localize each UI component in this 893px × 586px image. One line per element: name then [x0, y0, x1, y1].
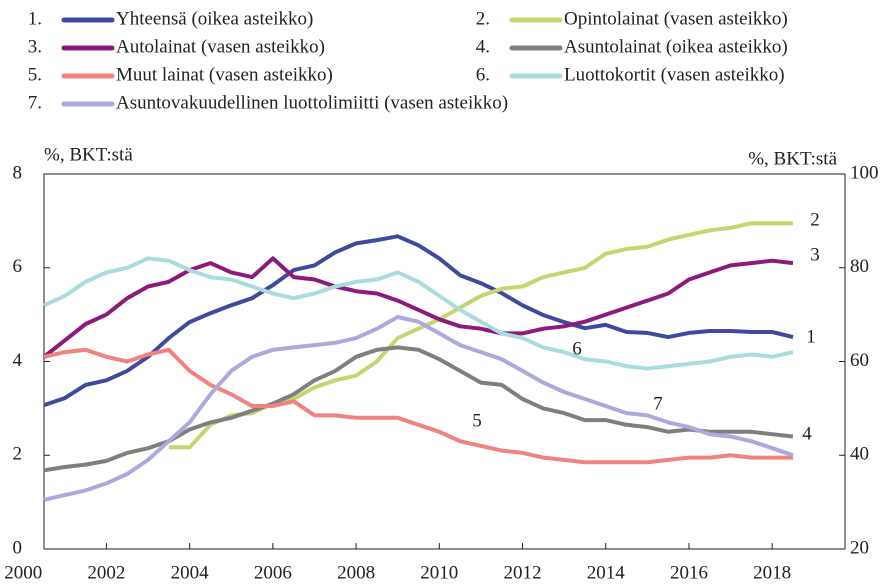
series-end-label: 7	[653, 393, 663, 414]
series-end-label: 1	[806, 326, 816, 347]
series-line	[43, 256, 794, 371]
legend-label: Muut lainat (vasen asteikko)	[116, 64, 333, 85]
legend-label: Asuntovakuudellinen luottolimiitti (vase…	[116, 92, 508, 113]
x-tick-label: 2000	[4, 562, 42, 583]
series-line	[42, 256, 794, 359]
series-end-label: 2	[810, 209, 820, 230]
legend-label: Asuntolainat (oikea asteikko)	[564, 36, 788, 57]
series-end-label: 6	[572, 338, 582, 359]
y-axis-label: %, BKT:stä	[44, 144, 133, 165]
series-end-label: 5	[472, 410, 482, 431]
legend-number: 2.	[476, 8, 490, 29]
y2-tick-label: 40	[850, 444, 869, 465]
x-tick-label: 2016	[670, 562, 708, 583]
y2-tick-label: 20	[850, 537, 869, 558]
series-end-label: 3	[810, 244, 820, 265]
x-tick-label: 2018	[753, 562, 791, 583]
series-line	[43, 234, 794, 407]
y-tick-label: 4	[13, 350, 23, 371]
legend-label: Opintolainat (vasen asteikko)	[564, 8, 788, 29]
legend-label: Luottokortit (vasen asteikko)	[564, 64, 785, 85]
x-tick-label: 2006	[254, 562, 292, 583]
x-tick-label: 2002	[87, 562, 125, 583]
legend-number: 6.	[476, 64, 490, 85]
x-tick-label: 2004	[171, 562, 210, 583]
y-tick-label: 6	[13, 256, 23, 277]
y2-tick-label: 80	[850, 256, 869, 277]
y2-tick-label: 100	[850, 162, 879, 183]
series-line	[43, 347, 793, 465]
x-tick-label: 2010	[420, 562, 458, 583]
x-tick-label: 2012	[504, 562, 542, 583]
series-end-label: 4	[802, 423, 812, 444]
legend-number: 1.	[28, 8, 42, 29]
y-tick-label: 0	[13, 537, 23, 558]
legend-number: 7.	[28, 92, 42, 113]
legend-number: 4.	[476, 36, 490, 57]
y-tick-label: 2	[13, 444, 23, 465]
series-line	[43, 315, 794, 502]
legend-label: Yhteensä (oikea asteikko)	[116, 8, 313, 29]
legend-number: 3.	[28, 36, 42, 57]
y2-tick-label: 60	[850, 350, 869, 371]
legend-label: Autolainat (vasen asteikko)	[116, 36, 325, 57]
y2-axis-label: %, BKT:stä	[748, 148, 837, 169]
legend-number: 5.	[28, 64, 42, 85]
x-tick-label: 2008	[337, 562, 375, 583]
y-tick-label: 8	[13, 162, 23, 183]
x-tick-label: 2014	[587, 562, 626, 583]
